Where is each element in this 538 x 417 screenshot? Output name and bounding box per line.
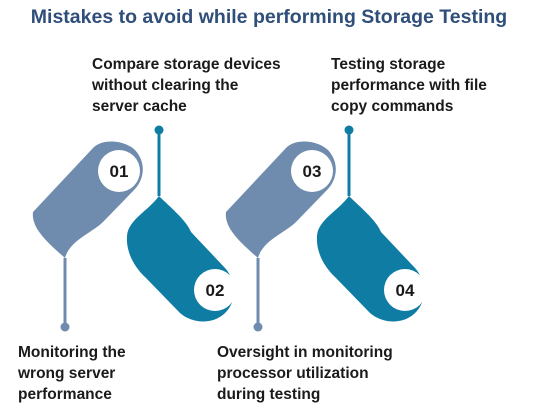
step-3-number: 03 [303, 162, 322, 181]
step-4-badge [384, 269, 426, 311]
step-4-number: 04 [396, 281, 415, 300]
step-3-text: Oversight in monitoring processor utiliz… [217, 344, 393, 403]
step-2-badge [194, 269, 236, 311]
page-title: Mistakes to avoid while performing Stora… [30, 6, 508, 28]
step-4-text: Testing storage performance with file co… [331, 56, 487, 115]
step-1-number: 01 [110, 162, 129, 181]
step-2-text: Compare storage devices without clearing… [92, 56, 281, 115]
step-3-badge [291, 150, 333, 192]
step-2-number: 02 [206, 281, 225, 300]
step-3-shape: 03 [225, 141, 336, 332]
step-1-badge [98, 150, 140, 192]
step-1-shape: 01 [32, 141, 143, 332]
step-1-text: Monitoring the wrong server performance [18, 344, 126, 403]
step-4-shape: 04 [316, 125, 426, 322]
step-2-shape: 02 [126, 125, 236, 322]
